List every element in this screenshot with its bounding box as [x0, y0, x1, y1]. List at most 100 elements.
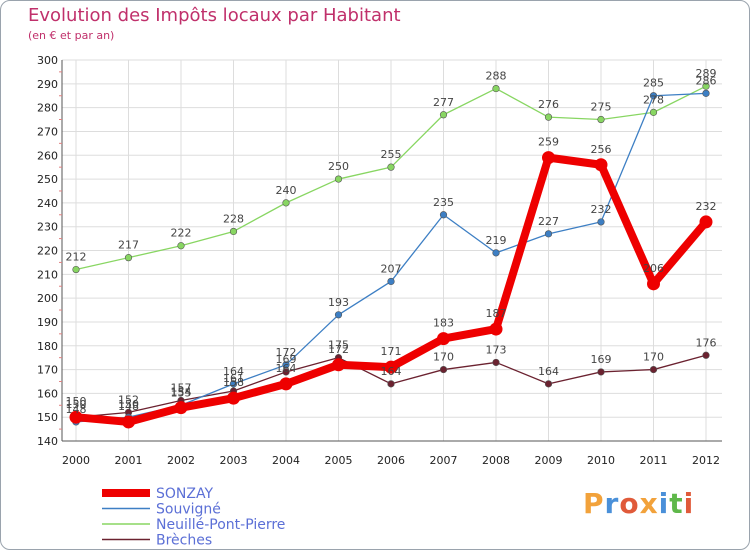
proxiti-logo: Proxiti — [583, 487, 694, 520]
logo-letter: i — [658, 487, 670, 520]
data-label: 175 — [328, 339, 349, 352]
data-label: 278 — [643, 93, 664, 106]
data-label: 286 — [696, 74, 717, 87]
y-tick-label: 200 — [37, 292, 58, 305]
data-point — [69, 410, 83, 424]
x-tick-label: 2007 — [430, 454, 458, 467]
data-point — [282, 368, 290, 376]
x-tick-label: 2005 — [325, 454, 353, 467]
data-point — [649, 108, 658, 116]
data-label: 255 — [381, 148, 402, 161]
y-tick-label: 160 — [37, 387, 58, 400]
data-point — [649, 92, 658, 100]
data-label: 150 — [66, 398, 87, 411]
y-tick-label: 170 — [37, 364, 58, 377]
y-tick-label: 280 — [37, 102, 58, 115]
data-point — [594, 158, 608, 172]
data-label: 164 — [223, 365, 244, 378]
data-label: 172 — [276, 346, 297, 359]
data-label: 157 — [171, 382, 192, 395]
x-tick-label: 2000 — [62, 454, 90, 467]
data-label: 288 — [486, 70, 507, 83]
x-tick-label: 2008 — [482, 454, 510, 467]
y-tick-label: 290 — [37, 78, 58, 91]
x-tick-label: 2004 — [272, 454, 300, 467]
data-label: 169 — [276, 353, 297, 366]
data-label: 289 — [696, 67, 717, 80]
data-label: 219 — [486, 234, 507, 247]
logo-letter: i — [683, 487, 695, 520]
data-point — [702, 89, 710, 97]
data-point — [387, 380, 395, 388]
data-label: 217 — [118, 239, 139, 252]
y-tick-label: 190 — [37, 316, 58, 329]
y-tick-label: 180 — [37, 340, 58, 353]
data-point — [122, 415, 135, 429]
data-label: 164 — [538, 365, 559, 378]
data-label: 285 — [643, 77, 664, 90]
data-label: 207 — [381, 262, 402, 275]
data-point — [702, 82, 710, 90]
data-label: 154 — [171, 386, 192, 399]
data-point — [227, 391, 240, 405]
data-label: 183 — [433, 317, 454, 330]
chart-title: Evolution des Impôts locaux par Habitant — [28, 5, 401, 26]
data-label: 259 — [538, 136, 559, 149]
y-tick-label: 250 — [37, 173, 58, 186]
data-label: 212 — [66, 251, 87, 264]
data-label: 172 — [328, 343, 349, 356]
logo-letter: r — [604, 487, 620, 520]
chart-subtitle: (en € et par an) — [28, 29, 115, 42]
data-point — [597, 218, 605, 226]
data-label: 276 — [538, 98, 559, 111]
data-point — [647, 277, 660, 291]
legend-label: SONZAY — [156, 486, 213, 502]
data-point — [174, 401, 188, 415]
data-label: 169 — [591, 353, 612, 366]
x-tick-label: 2006 — [377, 454, 405, 467]
data-point — [384, 360, 398, 374]
x-tick-label: 2010 — [587, 454, 615, 467]
data-point — [72, 265, 80, 274]
data-point — [177, 242, 185, 250]
data-label: 150 — [118, 398, 139, 411]
data-label: 170 — [433, 351, 454, 364]
data-label: 235 — [433, 196, 454, 209]
y-tick-label: 230 — [37, 221, 58, 234]
data-label: 155 — [171, 386, 192, 399]
y-tick-label: 150 — [37, 411, 58, 424]
logo-letter: P — [583, 487, 605, 520]
data-point — [489, 322, 503, 336]
data-label: 240 — [276, 184, 297, 197]
data-label: 148 — [66, 403, 87, 416]
data-label: 187 — [486, 307, 507, 320]
data-point — [387, 163, 395, 171]
x-tick-label: 2012 — [692, 454, 720, 467]
data-point — [439, 365, 448, 374]
legend-label: Brèches — [156, 533, 212, 549]
data-label: 164 — [381, 365, 402, 378]
data-label: 161 — [223, 372, 244, 385]
data-point — [492, 249, 500, 257]
legend-label: Souvigné — [156, 502, 221, 518]
y-tick-label: 210 — [37, 268, 58, 281]
data-label: 148 — [118, 400, 139, 413]
y-tick-label: 140 — [37, 435, 58, 448]
data-point — [544, 230, 553, 238]
data-label: 170 — [643, 351, 664, 364]
data-label: 275 — [591, 101, 612, 114]
data-point — [279, 377, 293, 391]
data-point — [439, 111, 448, 119]
data-point — [332, 358, 345, 372]
data-point — [544, 380, 553, 388]
logo-letter: x — [639, 487, 659, 520]
data-point — [437, 332, 450, 346]
data-point — [439, 211, 448, 219]
data-point — [229, 380, 238, 388]
data-label: 250 — [328, 160, 349, 173]
data-point — [492, 84, 500, 93]
data-point — [597, 115, 605, 124]
data-label: 150 — [66, 395, 87, 408]
data-label: 176 — [696, 336, 717, 349]
